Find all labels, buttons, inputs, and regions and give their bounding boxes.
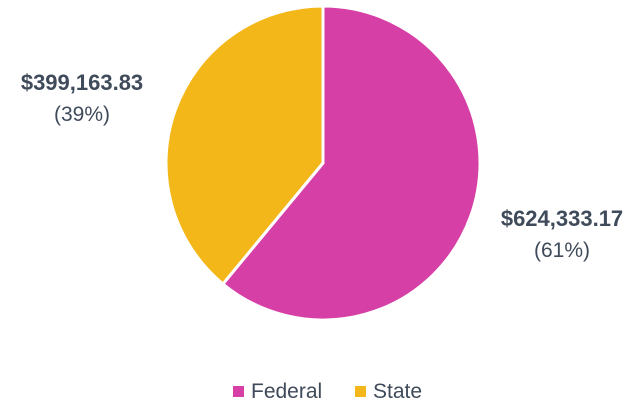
federal-amount-label: $624,333.17 [501, 206, 623, 231]
legend: Federal State [233, 380, 422, 403]
legend-label-federal: Federal [251, 380, 322, 403]
legend-swatch-federal [233, 386, 244, 397]
state-percent-label: (39%) [54, 103, 110, 126]
legend-label-state: State [373, 380, 422, 403]
pie-slices [164, 4, 482, 322]
federal-percent-label: (61%) [534, 239, 590, 262]
legend-swatch-state [355, 386, 366, 397]
pie-slice-state [164, 4, 325, 286]
pie-slice-federal [221, 4, 482, 322]
state-data-label: $399,163.83 (39%) [21, 70, 143, 126]
federal-data-label: $624,333.17 (61%) [501, 206, 623, 262]
state-amount-label: $399,163.83 [21, 70, 143, 95]
